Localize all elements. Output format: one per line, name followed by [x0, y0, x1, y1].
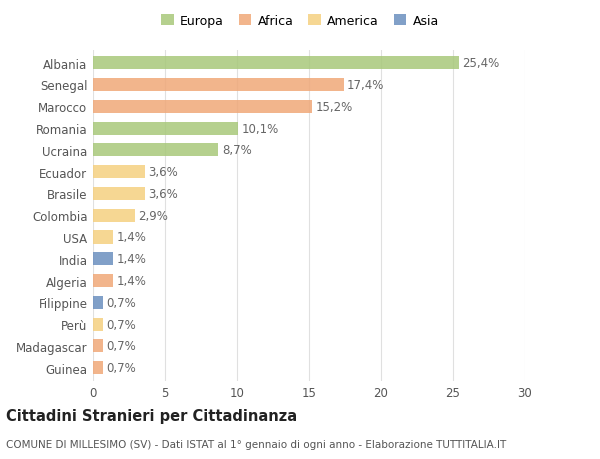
Text: 8,7%: 8,7%	[222, 144, 251, 157]
Bar	[93, 318, 103, 331]
Bar	[93, 144, 218, 157]
Text: 25,4%: 25,4%	[463, 57, 500, 70]
Text: 0,7%: 0,7%	[107, 318, 136, 331]
Bar	[93, 231, 113, 244]
Text: 0,7%: 0,7%	[107, 296, 136, 309]
Bar	[93, 101, 312, 113]
Bar	[93, 187, 145, 201]
Text: 0,7%: 0,7%	[107, 361, 136, 375]
Bar	[93, 209, 135, 222]
Bar	[93, 340, 103, 353]
Text: 0,7%: 0,7%	[107, 340, 136, 353]
Bar	[93, 166, 145, 179]
Text: 3,6%: 3,6%	[148, 166, 178, 179]
Text: COMUNE DI MILLESIMO (SV) - Dati ISTAT al 1° gennaio di ogni anno - Elaborazione : COMUNE DI MILLESIMO (SV) - Dati ISTAT al…	[6, 440, 506, 449]
Bar	[93, 122, 238, 135]
Text: 1,4%: 1,4%	[117, 274, 146, 287]
Text: 15,2%: 15,2%	[316, 101, 353, 113]
Text: 17,4%: 17,4%	[347, 79, 385, 92]
Text: 3,6%: 3,6%	[148, 188, 178, 201]
Text: 10,1%: 10,1%	[242, 122, 279, 135]
Text: 1,4%: 1,4%	[117, 231, 146, 244]
Text: Cittadini Stranieri per Cittadinanza: Cittadini Stranieri per Cittadinanza	[6, 408, 297, 423]
Bar	[93, 274, 113, 287]
Bar	[93, 79, 344, 92]
Bar	[93, 296, 103, 309]
Bar	[93, 57, 459, 70]
Bar	[93, 253, 113, 266]
Text: 2,9%: 2,9%	[139, 209, 168, 222]
Bar	[93, 361, 103, 375]
Text: 1,4%: 1,4%	[117, 253, 146, 266]
Legend: Europa, Africa, America, Asia: Europa, Africa, America, Asia	[157, 11, 443, 31]
